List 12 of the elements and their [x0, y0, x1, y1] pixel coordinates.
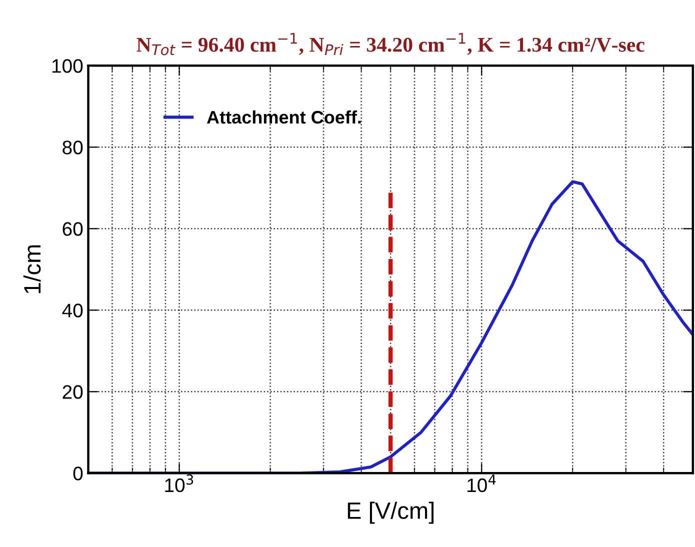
chart-title: N$_{Tot}$ = 96.40 cm$^{−1}$, N$_{Pri}$ = 34.20 cm$^{−1}$, K = 1.34 cm²/V-sec: [136, 33, 644, 56]
y-tick-label: 100: [52, 59, 83, 73]
x-axis-title: E [V/cm]: [348, 502, 434, 524]
legend-label: Attachment Coeff.: [206, 110, 361, 124]
y-tick-label: 40: [62, 304, 83, 318]
y-tick-label: 80: [62, 140, 83, 154]
x-tick-label: 10$^{4}$: [468, 474, 496, 492]
y-tick-label: 20: [62, 385, 83, 399]
y-tick-label: 60: [62, 222, 83, 236]
x-tick-label: 10$^{3}$: [165, 474, 194, 492]
y-tick-label: 0: [73, 466, 83, 480]
y-axis-title: 1/cm: [23, 245, 41, 294]
